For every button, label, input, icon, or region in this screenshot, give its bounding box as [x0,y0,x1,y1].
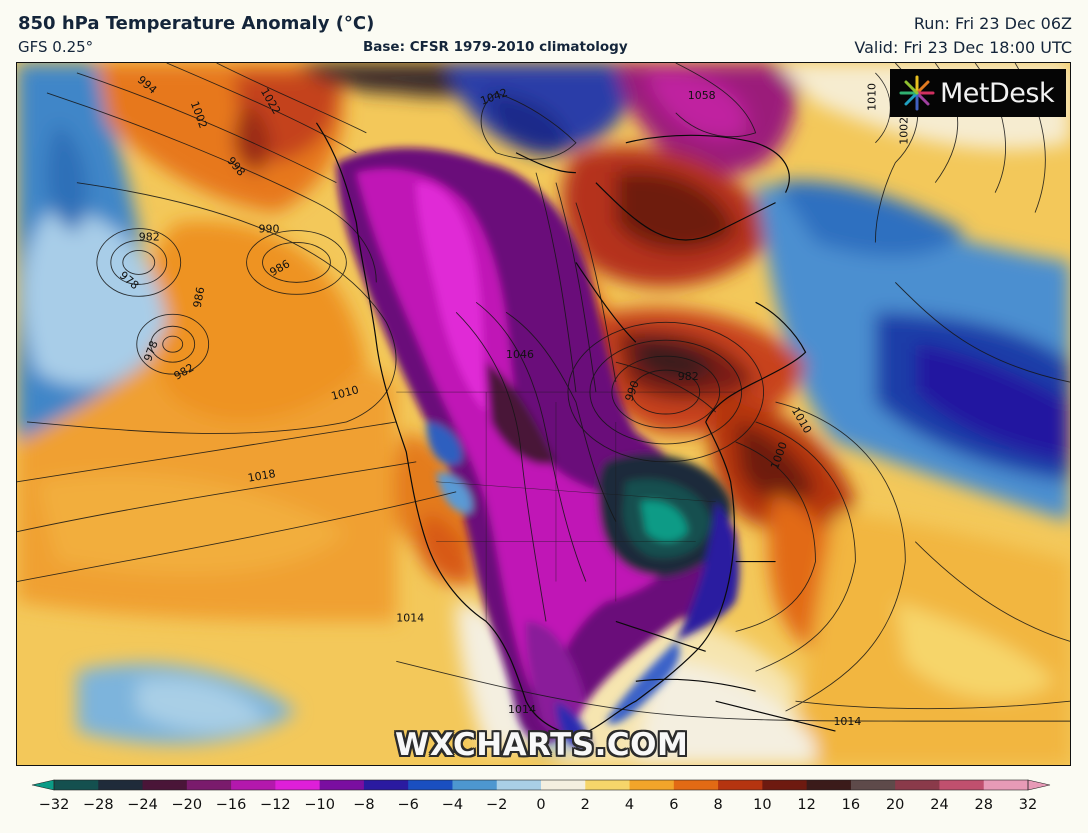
isobar-label: 1014 [396,611,424,624]
colorbar-swatch [231,780,276,790]
climatology-base-label: Base: CFSR 1979-2010 climatology [363,39,628,55]
colorbar-tick-label: 10 [753,797,772,813]
metdesk-starburst-icon [899,75,935,111]
colorbar-swatch [496,780,542,790]
colorbar-tick-label: 8 [713,797,723,813]
colorbar-swatch [142,780,188,790]
colorbar-swatch [585,780,631,790]
colorbar: −32 −28 −24 −20 −16 −12 −10 −8 −6 −4 −2 0 2 4 6 8 10 12 16… [16,776,1071,826]
colorbar-tick-label: −6 [397,797,419,813]
colorbar-swatch [806,780,852,790]
colorbar-min-cap [31,779,55,791]
colorbar-tick-label: −16 [215,797,247,813]
isobar-label: 1058 [688,89,716,102]
wxcharts-watermark: WXCHARTS.COM [395,727,689,763]
colorbar-swatch [98,780,144,790]
colorbar-swatch [275,780,321,790]
isobar-label: 982 [139,230,160,243]
colorbar-swatch [319,780,365,790]
isobar-label: 982 [678,370,699,383]
colorbar-tick-label: −24 [127,797,158,813]
isobar-label: 1014 [833,715,861,728]
metdesk-logo-text: MetDesk [940,77,1055,109]
metdesk-logo: MetDesk [890,69,1066,117]
colorbar-tick-label: 28 [974,797,993,813]
colorbar-tick-label: 32 [1018,797,1038,813]
colorbar-tick-label: −2 [486,797,508,813]
colorbar-gradient [31,779,1051,791]
colorbar-swatch [939,780,985,790]
colorbar-swatch [452,780,498,790]
colorbar-tick-label: −8 [353,797,375,813]
colorbar-tick-label: 6 [669,797,679,813]
colorbar-tick-label: −20 [171,797,203,813]
isobar-label: 1010 [865,83,878,111]
model-label: GFS 0.25° [18,38,94,56]
colorbar-max-cap [1027,779,1051,791]
colorbar-tick-label: 20 [885,797,905,813]
isobar-label: 986 [191,286,207,309]
colorbar-tick-label: −32 [38,797,70,813]
isobar-label: 1014 [508,703,536,716]
anomaly-map[interactable]: 994 1002 1022 998 990 982 978 986 986 97… [16,62,1071,766]
colorbar-swatch [363,780,409,790]
colorbar-tick-label: −28 [82,797,114,813]
colorbar-swatch [54,780,99,790]
colorbar-tick-label: −10 [304,797,335,813]
colorbar-tick-label: 4 [624,797,635,813]
colorbar-swatch [718,780,763,790]
colorbar-swatch [541,780,586,790]
colorbar-swatch [408,780,453,790]
colorbar-tick-label: 2 [580,797,590,813]
run-time-label: Run: Fri 23 Dec 06Z [913,14,1072,33]
colorbar-swatch [186,780,232,790]
colorbar-swatch [895,780,940,790]
isobar-label: 1002 [897,117,910,145]
colorbar-tick-label: −4 [441,797,464,813]
colorbar-swatch [673,780,719,790]
chart-title: 850 hPa Temperature Anomaly (°C) [18,13,375,34]
colorbar-tick-label: −12 [260,797,291,813]
anomaly-field: 994 1002 1022 998 990 982 978 986 986 97… [17,63,1070,765]
colorbar-swatch [850,780,896,790]
isobar-label: 1046 [506,348,534,361]
colorbar-swatch [762,780,808,790]
colorbar-tick-label: 16 [841,797,861,813]
colorbar-tick-label: 0 [536,797,546,813]
colorbar-swatch [983,780,1029,790]
valid-time-label: Valid: Fri 23 Dec 18:00 UTC [854,38,1072,57]
colorbar-swatch [629,780,675,790]
colorbar-tick-label: 24 [930,797,949,813]
colorbar-tick-label: 12 [797,797,816,813]
isobar-label: 1018 [247,467,277,485]
isobar-label: 990 [259,223,280,236]
